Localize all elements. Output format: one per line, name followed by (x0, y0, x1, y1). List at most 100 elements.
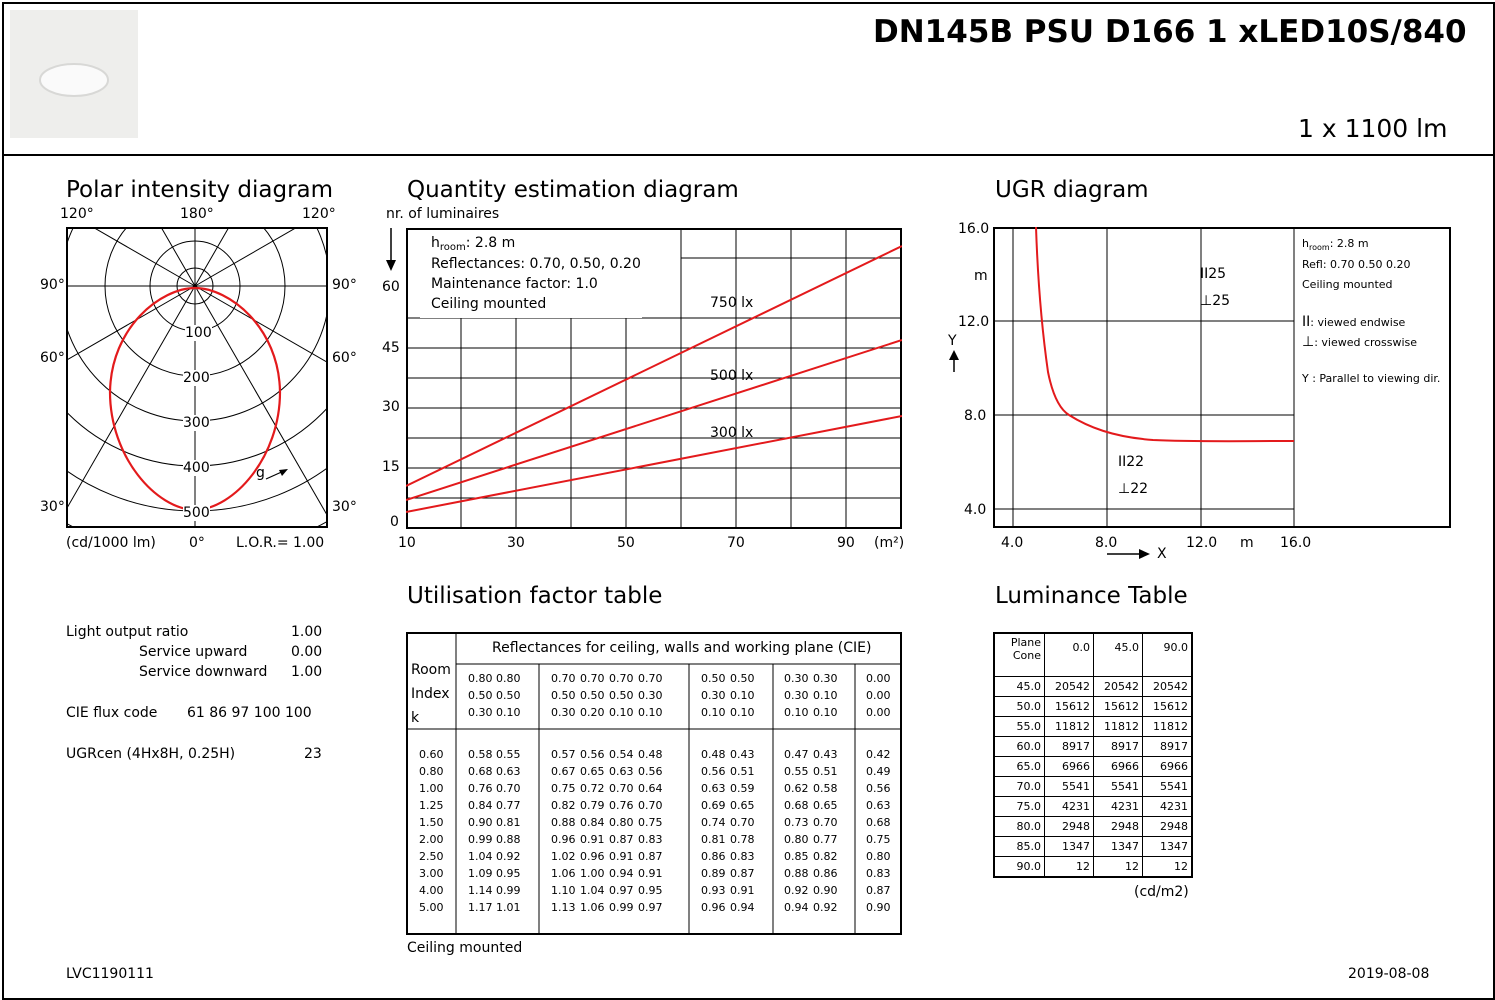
luminance-cell: 6966 (1142, 756, 1193, 777)
ugr-legend-mount: Ceiling mounted (1302, 278, 1393, 291)
luminance-cell: 8917 (1093, 736, 1143, 757)
reflectance-ceiling-3: 0.70 (580, 672, 605, 685)
room-index-value: 1.00 (419, 782, 444, 795)
utilisation-cell: 0.81 (496, 816, 521, 829)
summary-cie-label: CIE flux code (66, 705, 158, 721)
room-index-value: 2.00 (419, 833, 444, 846)
quantity-xtick-50: 50 (617, 535, 635, 551)
polar-angle-30-left: 30° (40, 499, 65, 515)
product-title: DN145B PSU D166 1 xLED10S/840 (873, 14, 1467, 50)
luminance-corner-top: Plane (1010, 636, 1041, 649)
reflectance-ceiling-6: 0.50 (701, 672, 726, 685)
utilisation-cell: 0.91 (609, 850, 634, 863)
utilisation-cell: 0.70 (813, 816, 838, 829)
luminance-row: 90.0 12 12 12 (993, 856, 1193, 878)
quantity-ytick-30: 30 (382, 399, 400, 415)
luminance-cone: 85.0 (993, 836, 1045, 857)
header-divider (2, 154, 1495, 156)
reflectance-walls-4: 0.50 (609, 689, 634, 702)
luminance-cell: 5541 (1142, 776, 1193, 797)
utilisation-cell: 0.47 (784, 748, 809, 761)
luminance-row: 50.0 15612 15612 15612 (993, 696, 1193, 717)
reflectance-walls-1: 0.50 (496, 689, 521, 702)
utilisation-cell: 0.92 (813, 901, 838, 914)
utilisation-cell: 0.54 (609, 748, 634, 761)
luminance-body: 45.0 20542 20542 20542 50.0 15612 15612 15612 55… (993, 676, 1193, 878)
utilisation-cell: 1.13 (551, 901, 576, 914)
reflectance-walls-0: 0.50 (468, 689, 493, 702)
utilisation-cell: 0.68 (468, 765, 493, 778)
quantity-line-2 (406, 415, 902, 513)
luminance-cell: 15612 (1142, 696, 1193, 717)
utilisation-cell: 0.72 (580, 782, 605, 795)
utilisation-cell: 0.87 (866, 884, 891, 897)
reflectance-walls-6: 0.30 (701, 689, 726, 702)
ugr-xtick-12: 12.0 (1186, 535, 1218, 551)
luminance-cell: 5541 (1044, 776, 1094, 797)
quantity-info-maintenance: Maintenance factor: 1.0 (431, 276, 598, 292)
polar-angle-bottom: 0° (189, 535, 205, 551)
luminance-cell: 5541 (1093, 776, 1143, 797)
polar-ring-200: 200 (183, 370, 210, 386)
polar-angle-90-left: 90° (40, 277, 65, 293)
utilisation-cell: 1.02 (551, 850, 576, 863)
utilisation-cell: 0.63 (866, 799, 891, 812)
utilisation-cell: 0.88 (784, 867, 809, 880)
luminance-row: 70.0 5541 5541 5541 (993, 776, 1193, 797)
luminance-cell: 15612 (1044, 696, 1094, 717)
utilisation-cell: 0.86 (813, 867, 838, 880)
quantity-line-label-500: 500 lx (710, 368, 754, 384)
reflectance-ceiling-10: 0.00 (866, 672, 891, 685)
luminance-cell: 20542 (1044, 676, 1094, 697)
luminance-cone: 45.0 (993, 676, 1045, 697)
utilisation-cell: 1.06 (551, 867, 576, 880)
reflectance-ceiling-7: 0.50 (730, 672, 755, 685)
utilisation-cell: 0.43 (730, 748, 755, 761)
quantity-xtick-10: 10 (398, 535, 416, 551)
quantity-xunit: (m²) (874, 535, 905, 551)
room-index-value: 1.25 (419, 799, 444, 812)
luminance-cell: 12 (1044, 856, 1094, 878)
room-index-value: 0.60 (419, 748, 444, 761)
utilisation-cell: 0.94 (784, 901, 809, 914)
utilisation-cell: 0.58 (468, 748, 493, 761)
flux-label: 1 x 1100 lm (1298, 114, 1448, 143)
utilisation-cell: 0.94 (730, 901, 755, 914)
luminance-cell: 8917 (1142, 736, 1193, 757)
reflectance-walls-2: 0.50 (551, 689, 576, 702)
utilisation-cell: 0.92 (496, 850, 521, 863)
utilisation-cell: 0.42 (866, 748, 891, 761)
reflectance-walls-5: 0.30 (638, 689, 663, 702)
ugr-upper-endwise-value: 25 (1208, 266, 1227, 282)
utilisation-cell: 0.83 (730, 850, 755, 863)
polar-angle-top-left: 120° (60, 206, 94, 222)
room-index-value: 1.50 (419, 816, 444, 829)
ugr-ylabel: Y (948, 333, 957, 349)
utilisation-cell: 0.63 (609, 765, 634, 778)
utilisation-cell: 0.65 (580, 765, 605, 778)
utilisation-cell: 0.94 (609, 867, 634, 880)
luminance-cell: 1347 (1044, 836, 1094, 857)
utilisation-cell: 0.65 (813, 799, 838, 812)
utilisation-cell: 0.91 (730, 884, 755, 897)
reflectance-ceiling-4: 0.70 (609, 672, 634, 685)
utilisation-cell: 0.85 (784, 850, 809, 863)
reflectance-walls-3: 0.50 (580, 689, 605, 702)
utilisation-cell: 0.91 (638, 867, 663, 880)
quantity-title: Quantity estimation diagram (407, 177, 739, 203)
summary-ugr-value: 23 (304, 746, 322, 762)
room-index-value: 2.50 (419, 850, 444, 863)
reflectance-ceiling-0: 0.80 (468, 672, 493, 685)
utilisation-title: Utilisation factor table (407, 583, 663, 609)
utilisation-cell: 0.55 (784, 765, 809, 778)
luminance-cell: 11812 (1093, 716, 1143, 737)
utilisation-cell: 1.04 (580, 884, 605, 897)
utilisation-cell: 0.63 (496, 765, 521, 778)
luminance-cell: 2948 (1044, 816, 1094, 837)
ugr-curve (1035, 227, 1295, 443)
room-index-label-3: k (411, 710, 420, 726)
ugr-xtick-16: 16.0 (1280, 535, 1312, 551)
luminance-row: 75.0 4231 4231 4231 (993, 796, 1193, 817)
summary-cie-value: 61 86 97 100 100 (187, 705, 312, 721)
